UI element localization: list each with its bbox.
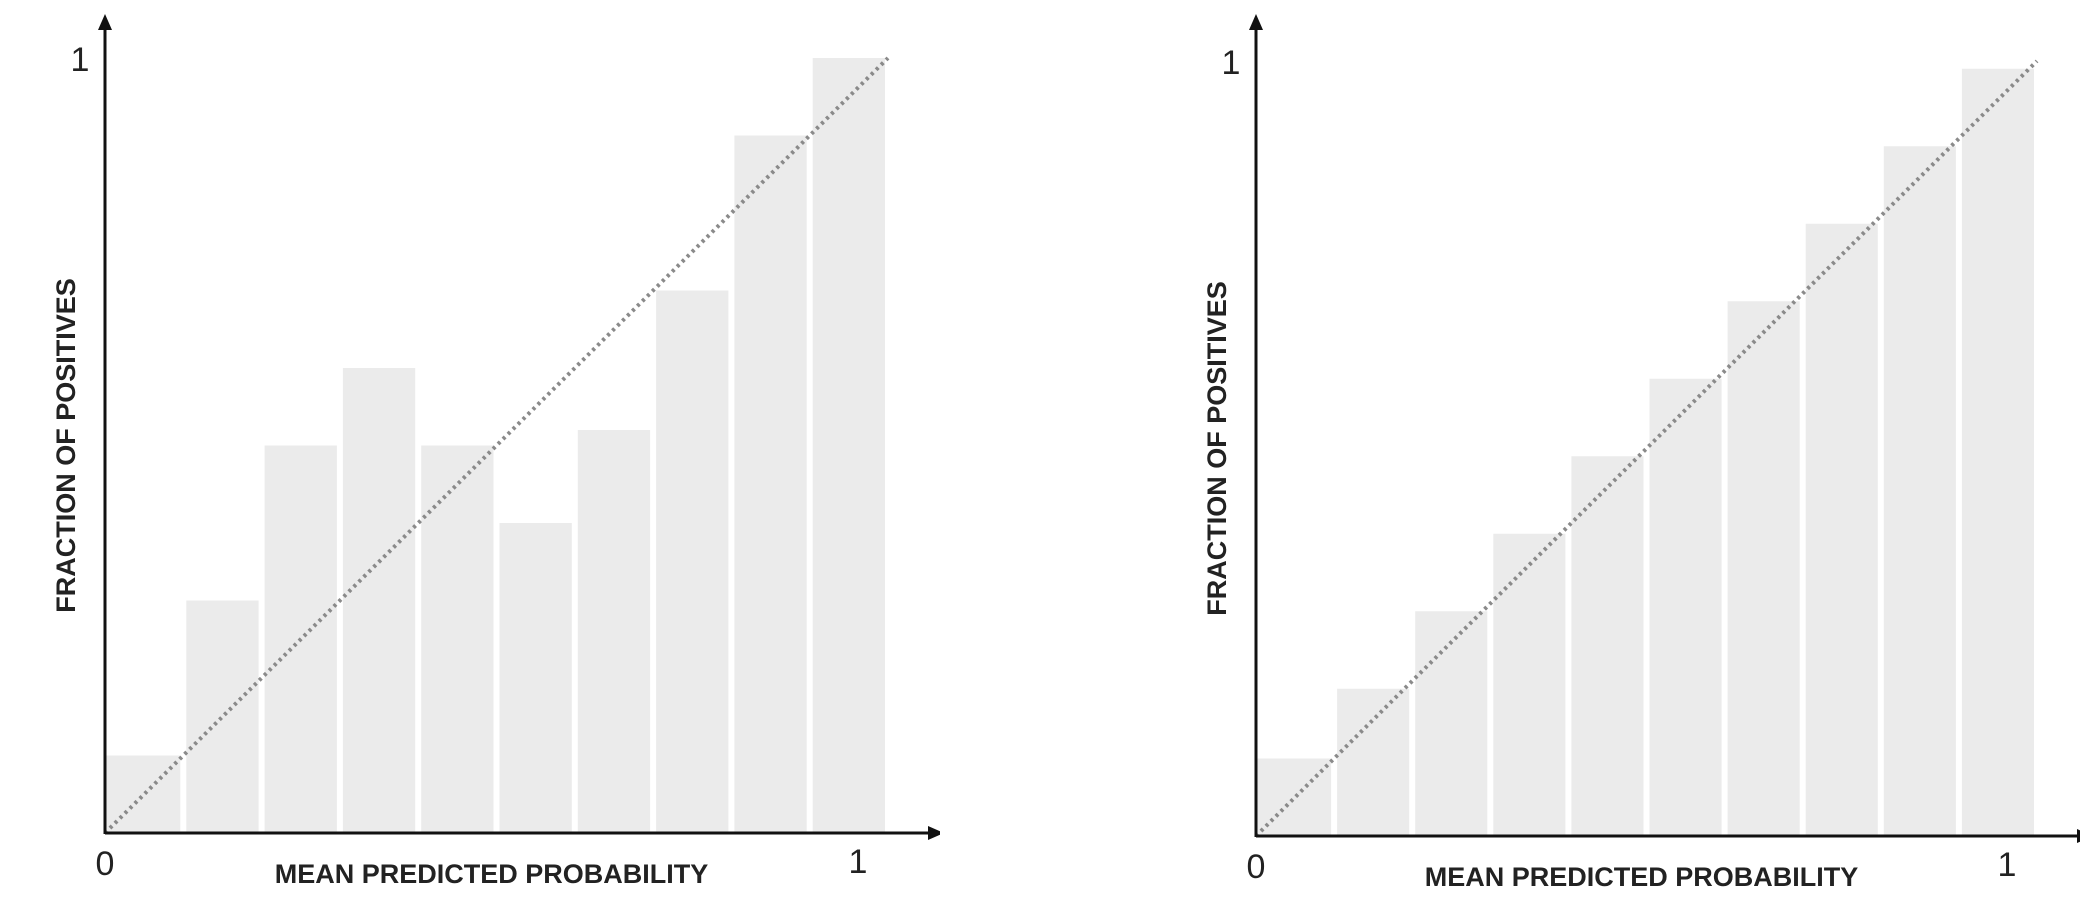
bar-0.9-1.0 (1961, 68, 2034, 836)
y-axis-title: FRACTION OF POSITIVES (51, 278, 81, 613)
bar-0.8-0.9 (734, 135, 807, 833)
calibration-chart-right: 0 1 1 MEAN PREDICTED PROBABILITY FRACTIO… (1202, 14, 2080, 892)
x-axis-arrowhead (928, 826, 940, 840)
y-tick-max: 1 (1222, 44, 1241, 82)
bar-0.7-0.8 (656, 290, 729, 833)
bar-0.1-0.2 (186, 600, 259, 833)
bar-0.8-0.9 (1883, 146, 1956, 836)
x-tick-min: 0 (96, 845, 115, 883)
calibration-chart-left: 0 1 1 MEAN PREDICTED PROBABILITY FRACTIO… (51, 14, 940, 889)
x-tick-max: 1 (1998, 846, 2017, 884)
x-axis-title: MEAN PREDICTED PROBABILITY (1425, 862, 1859, 892)
bar-0.2-0.3 (1415, 611, 1488, 836)
y-axis-arrowhead (98, 14, 112, 30)
x-axis-arrowhead (2077, 829, 2080, 843)
y-axis-arrowhead (1249, 14, 1263, 30)
bar-0.7-0.8 (1805, 223, 1878, 836)
x-axis-title: MEAN PREDICTED PROBABILITY (275, 859, 709, 889)
x-tick-max: 1 (849, 843, 868, 881)
bar-0.4-0.5 (1571, 456, 1644, 836)
bar-0.4-0.5 (421, 445, 494, 833)
bar-0.0-0.1 (105, 755, 181, 833)
bar-0.5-0.6 (1649, 378, 1722, 836)
bars-group (1256, 68, 2034, 836)
bar-0.6-0.7 (577, 430, 651, 833)
bar-0.0-0.1 (1256, 758, 1332, 836)
x-tick-min: 0 (1247, 848, 1266, 886)
bar-0.1-0.2 (1337, 688, 1410, 836)
reference-diagonal-line (103, 56, 890, 835)
reference-diagonal-line (1254, 59, 2039, 838)
bar-0.5-0.6 (499, 523, 572, 833)
bar-0.3-0.4 (342, 368, 416, 833)
bar-0.9-1.0 (812, 58, 885, 833)
y-axis-title: FRACTION OF POSITIVES (1202, 281, 1232, 616)
bar-0.6-0.7 (1727, 301, 1800, 836)
y-tick-max: 1 (71, 41, 90, 79)
bars-group (105, 58, 885, 833)
bar-0.3-0.4 (1493, 533, 1566, 836)
